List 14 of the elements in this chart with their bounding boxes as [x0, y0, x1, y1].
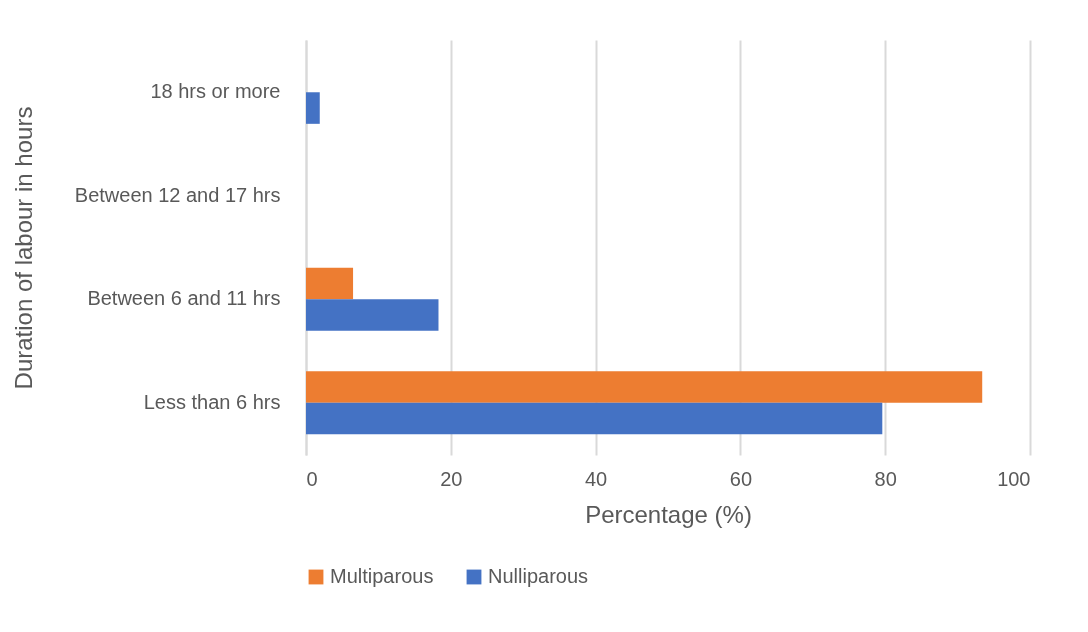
- y-tick-label: 18 hrs or more: [150, 80, 281, 103]
- x-tick-label: 0: [306, 467, 318, 490]
- x-tick-label: 60: [729, 467, 753, 490]
- legend-label: Multiparous: [330, 565, 434, 587]
- y-axis-title: Duration of labour in hours: [9, 106, 37, 390]
- x-tick-label: 20: [440, 467, 463, 490]
- y-tick-label: Between 6 and 11 hrs: [87, 287, 281, 310]
- y-tick-label: Between 12 and 17 hrs: [74, 183, 281, 206]
- legend-label: Nulliparous: [488, 565, 589, 587]
- x-axis-title: Percentage (%): [585, 500, 752, 528]
- x-tick-label: 100: [997, 467, 1031, 490]
- y-tick-label: Less than 6 hrs: [143, 390, 281, 413]
- x-tick-label: 80: [874, 467, 897, 490]
- x-tick-label: 40: [584, 467, 608, 490]
